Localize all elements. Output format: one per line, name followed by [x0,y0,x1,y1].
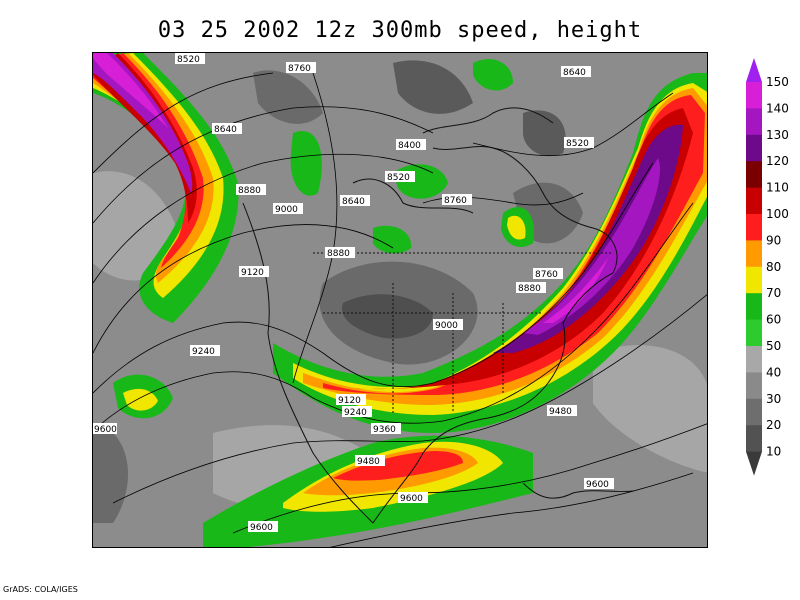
colorbar: 150 140 130 120 110 100 90 80 70 60 50 40 30 20 10 [746,58,789,476]
colorbar-label: 50 [766,339,781,353]
colorbar-segment [746,372,762,400]
colorbar-label: 80 [766,260,781,274]
contour-label: 9480 [547,405,577,417]
colorbar-segment [746,108,762,136]
colorbar-label: 120 [766,154,789,168]
contour-label: 9000 [273,203,303,215]
colorbar-segment [746,266,762,294]
colorbar-label: 150 [766,75,789,89]
svg-text:9000: 9000 [435,321,458,331]
contour-label: 8760 [442,194,472,206]
contour-label: 8640 [212,123,242,135]
contour-label: 9600 [93,423,117,435]
contour-label: 9000 [433,319,463,331]
svg-text:9600: 9600 [250,523,273,533]
svg-text:8520: 8520 [566,139,589,149]
svg-text:9240: 9240 [344,408,367,418]
svg-text:8880: 8880 [238,186,261,196]
colorbar-label: 30 [766,392,781,406]
svg-text:8760: 8760 [288,64,311,74]
colorbar-label: 40 [766,365,781,379]
svg-text:8760: 8760 [444,196,467,206]
contour-label: 9240 [190,345,220,357]
colorbar-segment [746,214,762,241]
svg-text:9120: 9120 [338,396,361,406]
svg-text:9480: 9480 [357,457,380,467]
contour-label: 8400 [396,139,426,151]
colorbar-segment [746,346,762,373]
contour-label: 8640 [561,66,591,78]
svg-text:9120: 9120 [241,268,264,278]
svg-text:8880: 8880 [518,284,541,294]
colorbar-segment [746,82,762,109]
svg-text:9600: 9600 [586,480,609,490]
svg-text:8880: 8880 [327,249,350,259]
colorbar-segment [746,134,762,162]
contour-label: 9600 [248,521,278,533]
colorbar-label: 140 [766,101,789,115]
colorbar-segment [746,319,762,347]
colorbar-segment [746,161,762,189]
contour-label: 8880 [236,184,266,196]
map-panel: 8520 8760 8640 8640 8520 8400 8520 8880 … [92,52,708,548]
contour-label: 8520 [564,137,594,149]
svg-text:8520: 8520 [387,173,410,183]
colorbar-top-arrow [746,58,762,82]
colorbar-segment [746,293,762,321]
map-title: 03 25 2002 12z 300mb speed, height [157,18,643,43]
colorbar-bottom-arrow [746,451,762,476]
contour-label: 9240 [342,406,372,418]
contour-label: 9120 [239,266,269,278]
contour-label: 8760 [533,268,563,280]
contour-label: 9600 [398,492,428,504]
svg-text:9600: 9600 [400,494,423,504]
svg-text:9000: 9000 [275,205,298,215]
contour-label: 9480 [355,455,385,467]
colorbar-label: 100 [766,207,789,221]
svg-text:9600: 9600 [94,425,117,435]
credit-text: GrADS: COLA/IGES [3,585,78,594]
contour-label: 9360 [371,423,401,435]
svg-text:9360: 9360 [373,425,396,435]
colorbar-segment [746,187,762,215]
contour-label: 8760 [286,62,316,74]
colorbar-label: 20 [766,418,781,432]
colorbar-segment [746,240,762,268]
svg-text:8760: 8760 [535,270,558,280]
svg-text:8520: 8520 [177,55,200,65]
colorbar-label: 60 [766,313,781,327]
contour-label: 8520 [385,171,415,183]
contour-label: 8520 [175,53,205,65]
svg-text:8640: 8640 [214,125,237,135]
map-canvas: 8520 8760 8640 8640 8520 8400 8520 8880 … [93,53,707,547]
svg-text:8640: 8640 [563,68,586,78]
svg-text:9240: 9240 [192,347,215,357]
contour-label: 9120 [336,394,366,406]
colorbar-label: 90 [766,233,781,247]
colorbar-label: 70 [766,286,781,300]
contour-label: 8880 [325,247,355,259]
colorbar-label: 130 [766,128,789,142]
contour-label: 8880 [516,282,546,294]
svg-text:8640: 8640 [342,197,365,207]
svg-text:8400: 8400 [398,141,421,151]
svg-text:9480: 9480 [549,407,572,417]
colorbar-segment [746,425,762,453]
contour-label: 8640 [340,195,370,207]
colorbar-segment [746,398,762,426]
contour-label: 9600 [584,478,614,490]
colorbar-label: 110 [766,181,789,195]
colorbar-label: 10 [766,445,781,459]
